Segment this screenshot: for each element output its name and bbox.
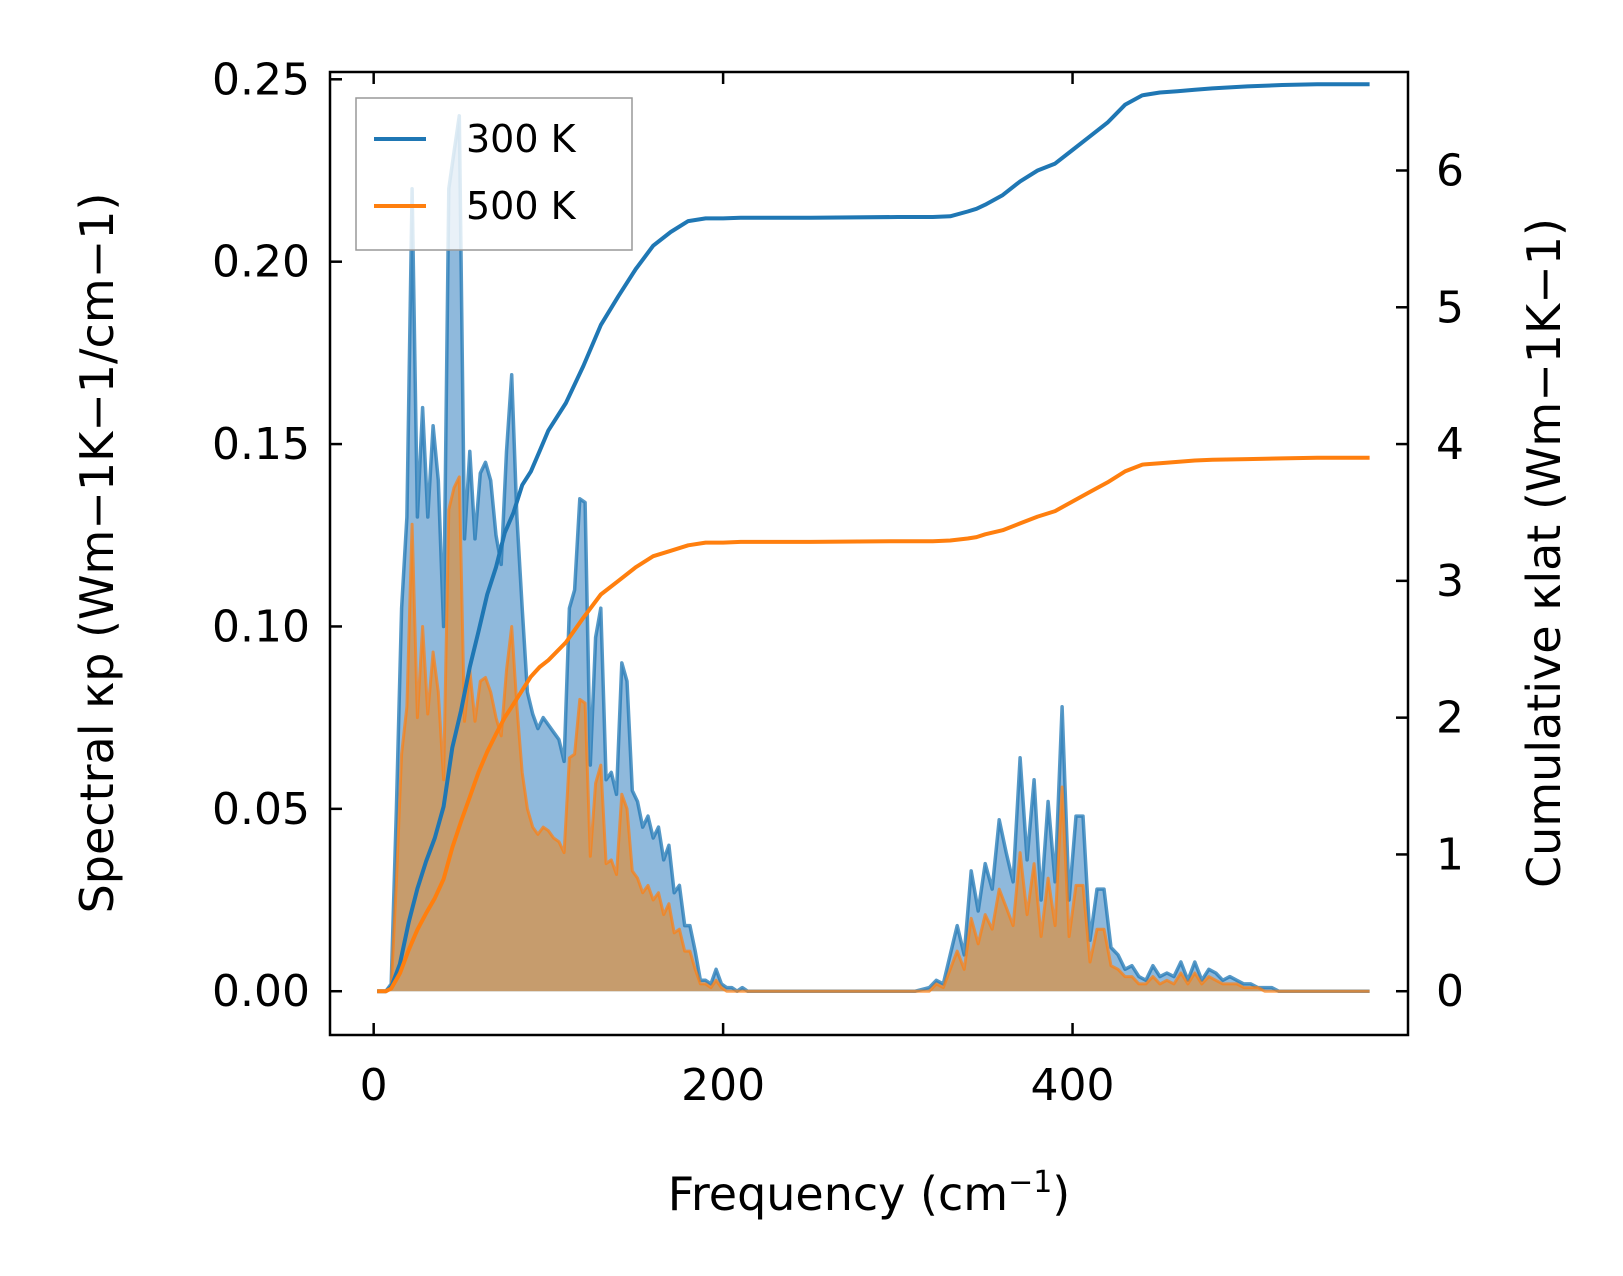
- x-axis-title: Frequency (cm−1): [668, 1165, 1071, 1221]
- y-left-tick-label: 0.25: [212, 54, 310, 105]
- y-axis-left-title: Spectral κp (Wm−1K−1/cm−1): [70, 193, 124, 914]
- y-right-tick-label: 2: [1436, 693, 1464, 744]
- y-right-tick-label: 5: [1436, 282, 1464, 333]
- spectral-area-500K: [377, 476, 1370, 992]
- y-right-tick-label: 6: [1436, 145, 1464, 196]
- legend: 300 K 500 K: [355, 97, 633, 251]
- cumulative-line-500K: [377, 455, 1370, 994]
- y-right-tick-label: 1: [1436, 829, 1464, 880]
- y-left-tick-label: 0.20: [212, 237, 310, 288]
- x-tick-label: 0: [360, 1060, 388, 1111]
- spectral-area-300K: [377, 115, 1370, 992]
- y-left-tick-label: 0.15: [212, 419, 310, 470]
- y-right-tick-label: 4: [1436, 419, 1464, 470]
- y-left-tick-label: 0.00: [212, 966, 310, 1017]
- data-lines: [377, 82, 1370, 994]
- plot-frame: [328, 70, 1410, 1037]
- y-right-tick-label: 0: [1436, 966, 1464, 1017]
- axis-ticks: 0 200 400 0.00 0.05 0.10 0.15 0.20 0.25 0 1 2 3 4 5 6: [212, 54, 1464, 1111]
- y-right-tick-label: 3: [1436, 556, 1464, 607]
- spectral-line-500K: [377, 475, 1370, 993]
- y-axis-right-title: Cumulative κlat (Wm−1K−1): [1517, 218, 1571, 888]
- y-left-tick-label: 0.05: [212, 784, 310, 835]
- legend-frame: [355, 97, 633, 251]
- x-tick-label: 400: [1031, 1060, 1115, 1111]
- legend-label-500K: 500 K: [466, 184, 577, 228]
- legend-label-300K: 300 K: [466, 117, 577, 161]
- cumulative-line-300K: [377, 82, 1370, 994]
- x-tick-label: 200: [681, 1060, 765, 1111]
- spectral-fills: [377, 114, 1370, 993]
- y-left-tick-label: 0.10: [212, 601, 310, 652]
